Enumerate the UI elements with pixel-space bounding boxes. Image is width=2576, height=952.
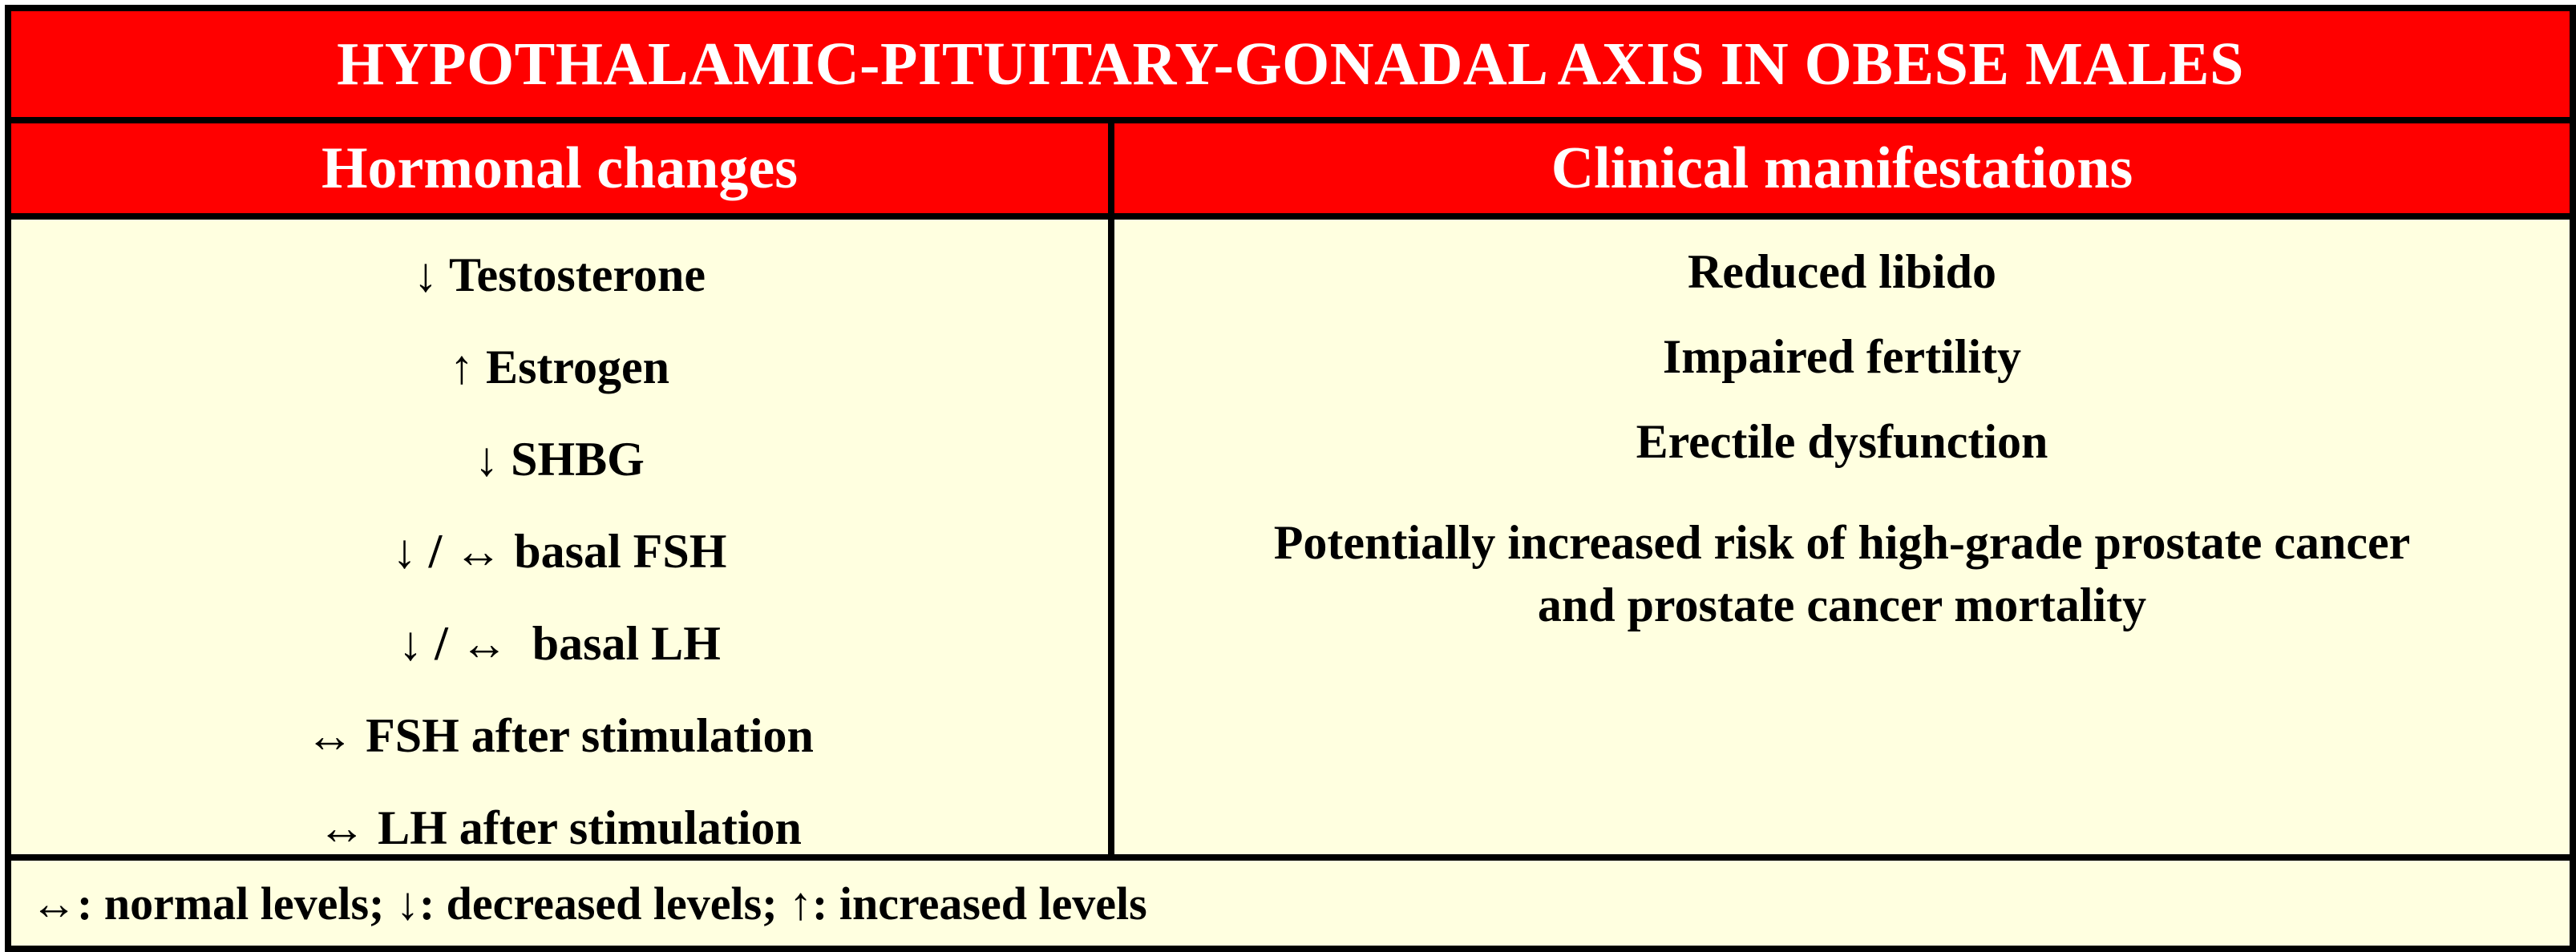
prostate-cancer-risk-line-1: Potentially increased risk of high-grade… bbox=[1273, 516, 2411, 569]
column-header-row: Hormonal changes Clinical manifestations bbox=[11, 123, 2570, 213]
hormone-item-shbg: ↓ SHBG bbox=[475, 433, 645, 486]
manifestation-item-impaired-fertility: Impaired fertility bbox=[1662, 330, 2022, 383]
hormone-item-estrogen: ↑ Estrogen bbox=[450, 341, 669, 393]
legend-text: ↔: normal levels; ↓: decreased levels; ↑… bbox=[30, 877, 1147, 930]
hormonal-changes-header: Hormonal changes bbox=[11, 123, 1108, 213]
manifestation-item-reduced-libido: Reduced libido bbox=[1687, 245, 1997, 298]
hormone-item-testosterone: ↓ Testosterone bbox=[414, 248, 706, 301]
hormone-item-lh-after-stimulation: ↔ LH after stimulation bbox=[317, 801, 802, 854]
clinical-manifestations-cell: Reduced libido Impaired fertility Erecti… bbox=[1114, 220, 2570, 854]
prostate-cancer-risk-line-2: and prostate cancer mortality bbox=[1537, 579, 2147, 631]
legend-row: ↔: normal levels; ↓: decreased levels; ↑… bbox=[11, 861, 2570, 946]
hormone-item-basal-fsh: ↓ / ↔ basal FSH bbox=[392, 525, 727, 578]
manifestation-item-erectile-dysfunction: Erectile dysfunction bbox=[1636, 415, 2048, 468]
hpg-axis-table: HYPOTHALAMIC-PITUITARY-GONADAL AXIS IN O… bbox=[5, 5, 2576, 952]
hormonal-changes-list: ↓ Testosterone ↑ Estrogen ↓ SHBG ↓ / ↔ b… bbox=[11, 229, 1108, 874]
hormonal-changes-header-text: Hormonal changes bbox=[321, 135, 799, 201]
table-title-text: HYPOTHALAMIC-PITUITARY-GONADAL AXIS IN O… bbox=[337, 30, 2244, 98]
hormonal-changes-cell: ↓ Testosterone ↑ Estrogen ↓ SHBG ↓ / ↔ b… bbox=[11, 220, 1108, 854]
clinical-manifestations-list: Reduced libido Impaired fertility Erecti… bbox=[1114, 229, 2570, 636]
table-body-row: ↓ Testosterone ↑ Estrogen ↓ SHBG ↓ / ↔ b… bbox=[11, 220, 2570, 854]
hormone-item-basal-lh: ↓ / ↔ basal LH bbox=[398, 617, 721, 670]
clinical-manifestations-header: Clinical manifestations bbox=[1114, 123, 2570, 213]
table-title: HYPOTHALAMIC-PITUITARY-GONADAL AXIS IN O… bbox=[11, 11, 2570, 117]
clinical-manifestations-header-text: Clinical manifestations bbox=[1551, 135, 2133, 201]
hormone-item-fsh-after-stimulation: ↔ FSH after stimulation bbox=[305, 709, 814, 762]
manifestation-item-prostate-cancer-risk: Potentially increased risk of high-grade… bbox=[1114, 511, 2570, 636]
